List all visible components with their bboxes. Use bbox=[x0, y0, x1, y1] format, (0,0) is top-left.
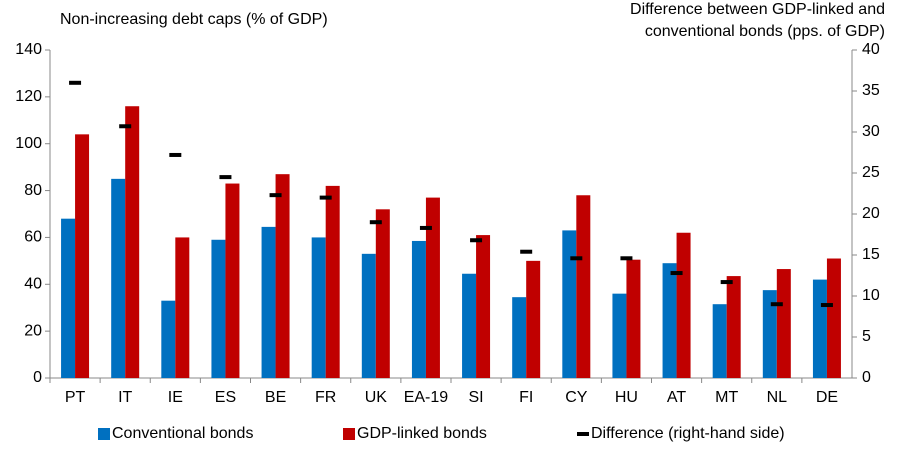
y-tick-label: 120 bbox=[15, 88, 42, 105]
bar bbox=[676, 232, 691, 378]
bar bbox=[175, 237, 190, 378]
y-tick-label: 80 bbox=[24, 182, 42, 199]
x-tick-label: HU bbox=[615, 389, 638, 406]
y-tick-label: 20 bbox=[24, 322, 42, 339]
x-tick-label: MT bbox=[715, 389, 738, 406]
bar bbox=[375, 209, 390, 378]
legend-marker bbox=[98, 428, 110, 440]
bar bbox=[311, 237, 326, 378]
x-tick-label: EA-19 bbox=[404, 389, 449, 406]
y-tick-label: 40 bbox=[24, 276, 42, 293]
y-tick-label: 60 bbox=[24, 229, 42, 246]
y-tick-label: 0 bbox=[33, 369, 42, 386]
bar bbox=[75, 134, 90, 378]
bar bbox=[462, 273, 477, 378]
bar bbox=[826, 258, 841, 378]
y2-tick-label: 20 bbox=[862, 205, 880, 222]
y-tick-label: 100 bbox=[15, 135, 42, 152]
bar bbox=[726, 276, 741, 378]
x-tick-label: NL bbox=[767, 389, 788, 406]
bar bbox=[411, 240, 426, 378]
bar bbox=[712, 304, 727, 378]
x-tick-label: FR bbox=[315, 389, 336, 406]
legend-label: Difference (right-hand side) bbox=[591, 425, 785, 442]
y2-tick-label: 30 bbox=[862, 123, 880, 140]
bar bbox=[576, 195, 591, 378]
x-tick-label: UK bbox=[365, 389, 388, 406]
x-tick-label: BE bbox=[265, 389, 286, 406]
bar bbox=[762, 290, 777, 378]
bar bbox=[562, 230, 577, 378]
bar bbox=[626, 259, 641, 378]
y-tick-label: 140 bbox=[15, 41, 42, 58]
y-axis-title: Non-increasing debt caps (% of GDP) bbox=[60, 11, 328, 28]
x-tick-label: SI bbox=[469, 389, 484, 406]
legend-label: GDP-linked bonds bbox=[357, 425, 487, 442]
x-tick-label: PT bbox=[65, 389, 86, 406]
y2-tick-label: 0 bbox=[862, 369, 871, 386]
x-tick-label: FI bbox=[519, 389, 533, 406]
bar bbox=[61, 218, 76, 378]
x-tick-label: ES bbox=[215, 389, 236, 406]
bar bbox=[425, 197, 440, 378]
bar bbox=[325, 185, 340, 378]
y2-tick-label: 35 bbox=[862, 82, 880, 99]
bar bbox=[526, 260, 541, 378]
y2-axis-title: Difference between GDP-linked and bbox=[630, 1, 885, 18]
bar bbox=[211, 239, 226, 378]
bar bbox=[225, 183, 240, 378]
x-tick-label: AT bbox=[667, 389, 686, 406]
y2-tick-label: 5 bbox=[862, 328, 871, 345]
y2-tick-label: 40 bbox=[862, 41, 880, 58]
bar bbox=[261, 226, 276, 378]
x-tick-label: IE bbox=[168, 389, 183, 406]
bar bbox=[812, 279, 827, 378]
bar bbox=[662, 263, 677, 378]
bar bbox=[125, 106, 140, 378]
y2-tick-label: 10 bbox=[862, 287, 880, 304]
bar bbox=[275, 174, 290, 378]
x-tick-label: DE bbox=[816, 389, 838, 406]
bar bbox=[111, 178, 126, 378]
legend-label: Conventional bonds bbox=[112, 425, 253, 442]
y2-axis-title: conventional bonds (pps. of GDP) bbox=[645, 23, 885, 40]
bar bbox=[161, 300, 176, 378]
x-tick-label: IT bbox=[118, 389, 132, 406]
bar bbox=[612, 293, 627, 378]
y2-tick-label: 25 bbox=[862, 164, 880, 181]
y2-tick-label: 15 bbox=[862, 246, 880, 263]
bar bbox=[512, 297, 527, 378]
bar bbox=[361, 253, 376, 378]
x-tick-label: CY bbox=[565, 389, 588, 406]
bar bbox=[776, 269, 791, 378]
bar bbox=[476, 235, 491, 378]
legend-marker bbox=[343, 428, 355, 440]
